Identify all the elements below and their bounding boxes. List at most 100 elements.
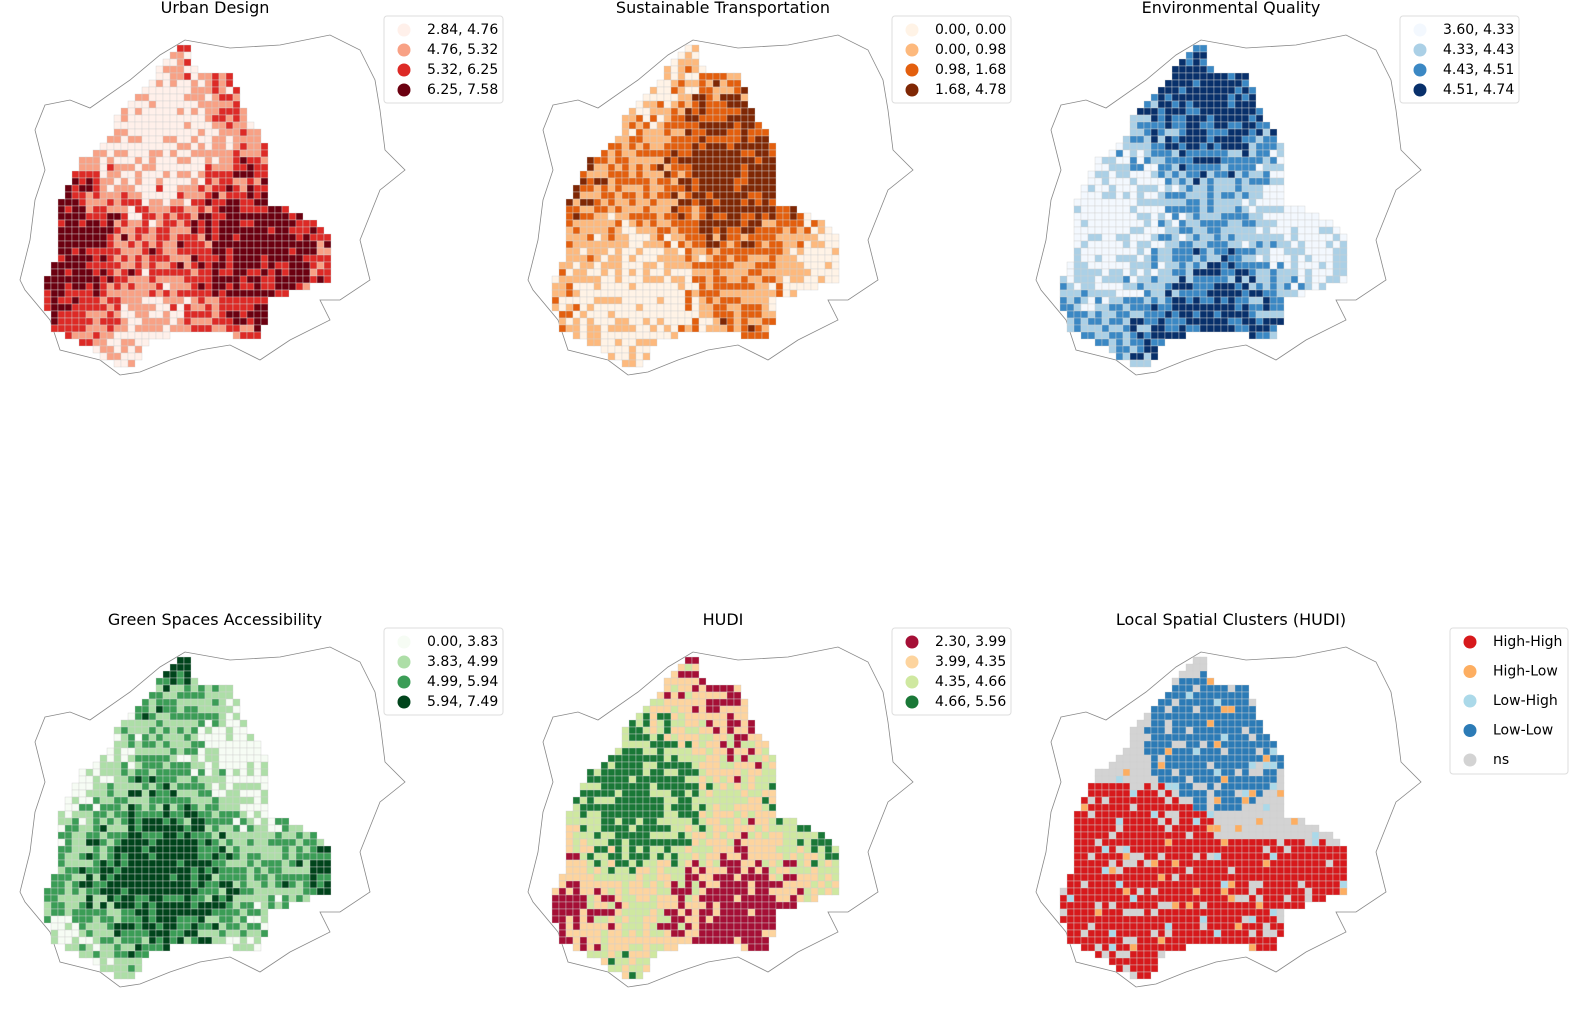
- grid-cell: [663, 142, 672, 151]
- grid-cell: [155, 824, 164, 833]
- grid-cell: [1276, 219, 1285, 228]
- grid-cell: [1101, 296, 1110, 305]
- grid-cell: [635, 275, 644, 284]
- grid-cell: [211, 317, 220, 326]
- grid-cell: [211, 282, 220, 291]
- grid-cell: [1150, 303, 1159, 312]
- grid-cell: [64, 240, 73, 249]
- grid-cell: [565, 817, 574, 826]
- grid-cell: [621, 754, 630, 763]
- grid-cell: [281, 268, 290, 277]
- grid-cell: [1192, 233, 1201, 242]
- grid-cell: [677, 282, 686, 291]
- grid-cell: [71, 901, 80, 910]
- grid-cell: [810, 219, 819, 228]
- grid-cell: [656, 789, 665, 798]
- grid-cell: [85, 247, 94, 256]
- grid-cell: [85, 922, 94, 931]
- grid-cell: [1248, 86, 1257, 95]
- grid-cell: [1185, 128, 1194, 137]
- grid-cell: [1136, 226, 1145, 235]
- grid-cell: [253, 212, 262, 221]
- grid-cell: [684, 198, 693, 207]
- grid-cell: [726, 289, 735, 298]
- grid-cell: [106, 275, 115, 284]
- grid-cell: [1227, 86, 1236, 95]
- grid-cell: [1164, 142, 1173, 151]
- grid-cell: [691, 289, 700, 298]
- grid-cell: [754, 268, 763, 277]
- grid-cell: [246, 754, 255, 763]
- grid-cell: [1241, 254, 1250, 263]
- grid-cell: [656, 831, 665, 840]
- grid-cell: [712, 275, 721, 284]
- grid-cell: [155, 929, 164, 938]
- grid-cell: [733, 233, 742, 242]
- grid-cell: [1129, 310, 1138, 319]
- grid-cell: [1234, 156, 1243, 165]
- grid-cell: [586, 163, 595, 172]
- grid-cell: [705, 247, 714, 256]
- grid-cell: [677, 121, 686, 130]
- grid-cell: [621, 254, 630, 263]
- grid-cell: [621, 163, 630, 172]
- grid-cell: [99, 142, 108, 151]
- grid-cell: [64, 873, 73, 882]
- grid-cell: [218, 873, 227, 882]
- grid-cell: [1157, 93, 1166, 102]
- grid-cell: [162, 754, 171, 763]
- grid-cell: [1094, 191, 1103, 200]
- grid-cell: [1206, 233, 1215, 242]
- grid-cell: [127, 768, 136, 777]
- grid-cell: [1143, 254, 1152, 263]
- grid-cell: [148, 142, 157, 151]
- grid-cell: [197, 761, 206, 770]
- grid-cell: [99, 156, 108, 165]
- grid-cell: [92, 943, 101, 952]
- grid-cell: [663, 289, 672, 298]
- grid-cell: [1332, 268, 1341, 277]
- grid-cell: [712, 303, 721, 312]
- grid-cell: [726, 135, 735, 144]
- grid-cell: [1276, 163, 1285, 172]
- grid-cell: [183, 317, 192, 326]
- grid-cell: [218, 803, 227, 812]
- grid-cell: [698, 142, 707, 151]
- grid-cell: [1080, 289, 1089, 298]
- grid-cell: [281, 824, 290, 833]
- grid-cell: [148, 205, 157, 214]
- grid-cell: [663, 212, 672, 221]
- grid-cell: [43, 894, 52, 903]
- grid-cell: [204, 114, 213, 123]
- grid-cell: [155, 866, 164, 875]
- grid-cell: [719, 233, 728, 242]
- grid-cell: [649, 156, 658, 165]
- grid-cell: [92, 887, 101, 896]
- grid-cell: [148, 282, 157, 291]
- grid-cell: [1164, 163, 1173, 172]
- grid-cell: [120, 971, 129, 980]
- grid-cell: [1122, 240, 1131, 249]
- grid-cell: [162, 191, 171, 200]
- grid-cell: [190, 768, 199, 777]
- grid-cell: [677, 65, 686, 74]
- grid-cell: [593, 929, 602, 938]
- grid-cell: [141, 149, 150, 158]
- grid-cell: [761, 268, 770, 277]
- grid-cell: [677, 219, 686, 228]
- grid-cell: [253, 184, 262, 193]
- grid-cell: [586, 838, 595, 847]
- grid-cell: [1136, 261, 1145, 270]
- grid-cell: [691, 121, 700, 130]
- grid-cell: [635, 754, 644, 763]
- grid-cell: [1241, 212, 1250, 221]
- grid-cell: [670, 219, 679, 228]
- grid-cell: [204, 296, 213, 305]
- grid-cell: [628, 754, 637, 763]
- grid-cell: [1136, 163, 1145, 172]
- grid-cell: [281, 233, 290, 242]
- grid-cell: [281, 845, 290, 854]
- grid-cell: [246, 219, 255, 228]
- grid-cell: [796, 261, 805, 270]
- grid-cell: [281, 859, 290, 868]
